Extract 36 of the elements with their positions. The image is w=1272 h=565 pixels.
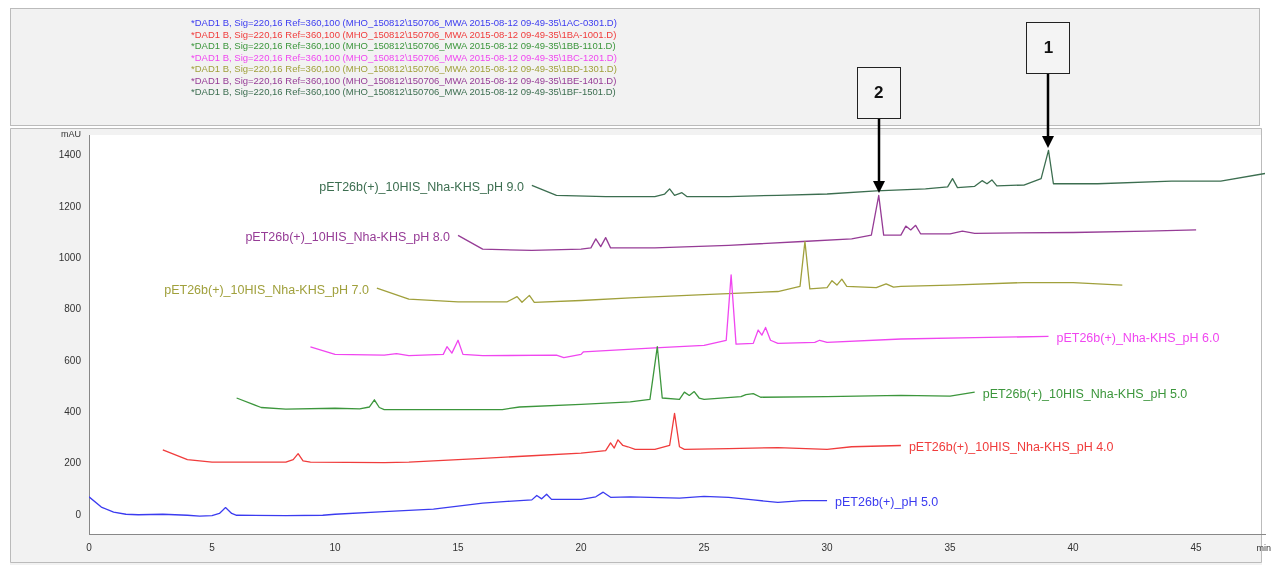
text: *DAD1 B, Sig=220,16 Ref=360,100 (MHO_150812\150706_MWA 2015-08-12 09-49-35\1BE-1401.D) — [191, 74, 617, 86]
annotation: pET26b(+)_pH 5.0 — [835, 495, 939, 510]
text: 2 — [856, 67, 901, 120]
x-tick-label: 25 — [698, 541, 711, 553]
x-tick-label: 35 — [944, 541, 957, 553]
x-tick-label: 5 — [209, 541, 216, 553]
annotation: pET26b(+)_10HIS_Nha-KHS_pH 9.0 — [319, 179, 524, 194]
text: *DAD1 B, Sig=220,16 Ref=360,100 (MHO_150812\150706_MWA 2015-08-12 09-49-35\1BF-1501.D) — [191, 86, 616, 97]
annotation: pET26b(+)_10HIS_Nha-KHS_pH 5.0 — [982, 386, 1188, 401]
y-tick-label: 1000 — [58, 251, 82, 263]
y-tick-label: 800 — [64, 303, 82, 315]
text: *DAD1 B, Sig=220,16 Ref=360,100 (MHO_150812\150706_MWA 2015-08-12 09-49-35\1BB-1101.D) — [191, 40, 616, 51]
y-axis-title: mAU — [61, 128, 81, 139]
text: *DAD1 B, Sig=220,16 Ref=360,100 (MHO_150812\150706_MWA 2015-08-12 09-49-35\1BA-1001.D) — [191, 28, 618, 40]
x-tick-label: 10 — [329, 541, 342, 553]
y-tick-label: 200 — [64, 457, 82, 469]
annotation: pET26b(+)_Nha-KHS_pH 6.0 — [1056, 330, 1220, 345]
y-tick-label: 0 — [75, 508, 82, 520]
annotation: pET26b(+)_10HIS_Nha-KHS_pH 7.0 — [164, 282, 369, 297]
text: *DAD1 B, Sig=220,16 Ref=360,100 (MHO_150812\150706_MWA 2015-08-12 09-49-35\1AC-0301.D) — [191, 17, 618, 29]
x-tick-label: 30 — [821, 541, 834, 553]
text: *DAD1 B, Sig=220,16 Ref=360,100 (MHO_150812\150706_MWA 2015-08-12 09-49-35\1BD-1301.D) — [191, 63, 618, 75]
y-tick-label: 400 — [64, 405, 82, 417]
text: *DAD1 B, Sig=220,16 Ref=360,100 (MHO_150812\150706_MWA 2015-08-12 09-49-35\1BC-1201.D) — [191, 51, 617, 63]
text: 1 — [1026, 22, 1071, 75]
x-tick-label: 0 — [86, 541, 93, 553]
x-tick-label: 45 — [1190, 541, 1203, 553]
annotation: pET26b(+)_10HIS_Nha-KHS_pH 8.0 — [245, 229, 451, 244]
x-axis-title: min — [1256, 542, 1271, 553]
x-tick-label: 15 — [452, 541, 465, 553]
y-tick-label: 600 — [64, 354, 82, 366]
x-tick-label: 40 — [1067, 541, 1080, 553]
y-tick-label: 1400 — [58, 149, 82, 161]
x-tick-label: 20 — [575, 541, 588, 553]
y-tick-label: 1200 — [58, 200, 82, 212]
annotation: pET26b(+)_10HIS_Nha-KHS_pH 4.0 — [908, 439, 1114, 454]
